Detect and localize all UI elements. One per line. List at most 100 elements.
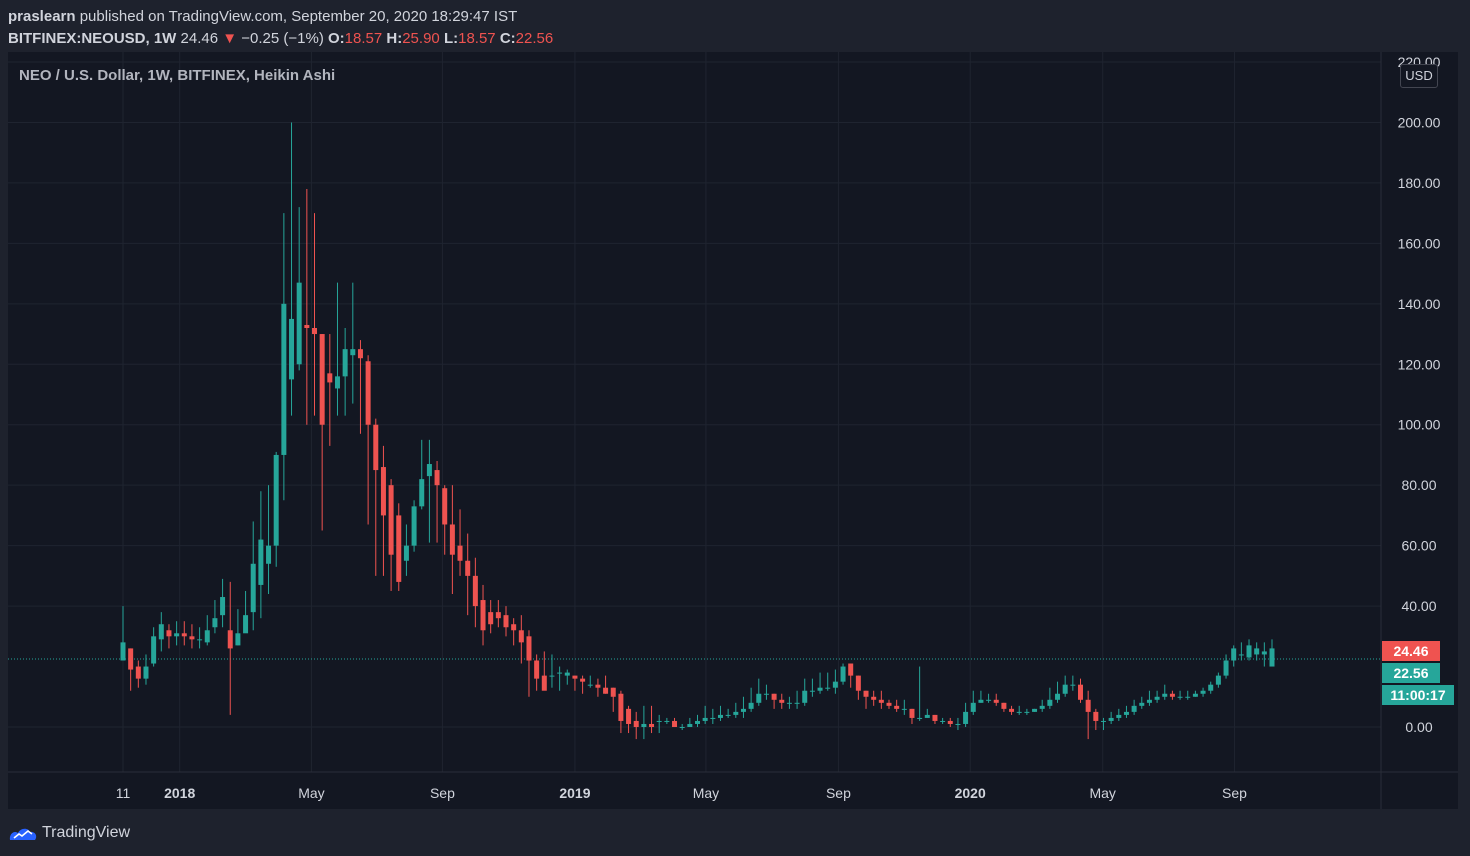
candle-body [610, 687, 616, 697]
candle-body [1261, 651, 1267, 655]
x-tick-label: 11 [116, 785, 131, 801]
candle-body [618, 693, 624, 721]
candle-body [963, 711, 969, 724]
candle-body [258, 539, 264, 585]
candle-body [243, 615, 249, 634]
candle-body [449, 524, 455, 555]
candle-body [1246, 645, 1252, 658]
candle-body [388, 485, 394, 555]
y-tick-label: 160.00 [1398, 235, 1441, 251]
candle-body [863, 690, 869, 697]
candle-body [166, 630, 172, 637]
candle-body [204, 630, 210, 643]
candle-body [442, 488, 448, 525]
candle-body [1016, 711, 1022, 713]
y-tick-label: 140.00 [1398, 296, 1441, 312]
candle-body [564, 672, 570, 676]
candle-body [993, 699, 999, 703]
close-label: C: [499, 30, 516, 47]
candle-body [143, 666, 149, 679]
candle-body [717, 714, 723, 718]
candle-body [572, 675, 578, 679]
candle-body [1254, 648, 1260, 655]
chart-header: praslearn published on TradingView.com, … [8, 6, 1458, 50]
price-chart[interactable]: 220.00200.00180.00160.00140.00120.00100.… [8, 52, 1458, 809]
candle-body [1208, 684, 1214, 691]
candle-body [802, 690, 808, 703]
x-tick-label: Sep [1222, 785, 1247, 801]
candle-body [1062, 684, 1068, 694]
candle-body [350, 349, 356, 356]
candle-body [158, 624, 164, 640]
candle-body [809, 690, 815, 692]
candle-body [1085, 699, 1091, 712]
y-tick-label: 80.00 [1401, 477, 1436, 493]
bar-countdown-tag: 11:00:17 [1382, 685, 1454, 705]
candle-body [878, 699, 884, 703]
candle-body [832, 681, 838, 688]
tradingview-logo-icon[interactable] [8, 824, 38, 842]
candle-body [250, 563, 256, 613]
tradingview-logo-text[interactable]: TradingView [42, 824, 131, 841]
candle-body [419, 479, 425, 507]
candle-body [1108, 717, 1114, 721]
candle-body [1215, 675, 1221, 685]
y-tick-label: 0.00 [1405, 719, 1432, 735]
x-tick-label: 2020 [955, 785, 986, 801]
footer: TradingView [8, 822, 130, 844]
x-tick-label: May [693, 785, 719, 801]
candle-body [848, 663, 854, 676]
candle-body [1116, 714, 1122, 718]
author-name[interactable]: praslearn [8, 8, 76, 25]
candle-body [1200, 690, 1206, 694]
candle-body [1169, 693, 1175, 697]
candle-body [587, 684, 593, 686]
candle-body [871, 696, 877, 700]
candle-body [1192, 693, 1198, 697]
candle-body [932, 714, 938, 721]
candle-body [901, 708, 907, 710]
candle-body [626, 708, 632, 724]
candle-body [1146, 699, 1152, 703]
candle-body [426, 464, 432, 477]
candle-body [886, 702, 892, 706]
candle-body [281, 303, 287, 455]
candle-body [633, 720, 639, 727]
candle-body [1032, 708, 1038, 712]
last-price-tag: 24.46 [1382, 641, 1440, 661]
candle-body [786, 702, 792, 704]
currency-badge[interactable]: USD [1400, 64, 1438, 88]
candle-body [411, 506, 417, 546]
y-tick-label: 200.00 [1398, 114, 1441, 130]
open-value: 18.57 [344, 30, 383, 47]
candle-body [1047, 699, 1053, 706]
candle-body [342, 349, 348, 377]
candle-body [649, 723, 655, 727]
candle-body [710, 717, 716, 719]
chart-panel[interactable]: 220.00 200.00 180.00 160.00 140.00 120.00 100.… [8, 52, 1458, 809]
candle-body [1123, 711, 1129, 715]
candle-body [503, 615, 509, 628]
candle-body [1100, 720, 1106, 722]
candle-body [1070, 684, 1076, 686]
x-tick-label: Sep [826, 785, 851, 801]
candle-body [488, 612, 494, 625]
ohlc-line: BITFINEX:NEOUSD, 1W 24.46 ▼ −0.25 (−1%) … [8, 28, 1458, 50]
candle-body [212, 618, 218, 628]
candle-body [135, 666, 141, 679]
candle-body [970, 702, 976, 712]
candle-body [894, 705, 900, 709]
published-text: published on TradingView.com, September … [79, 8, 518, 25]
candle-body [656, 720, 662, 722]
close-value: 22.56 [515, 30, 554, 47]
candle-body [595, 684, 601, 688]
candle-body [702, 717, 708, 721]
high-value: 25.90 [402, 30, 440, 47]
candle-body [664, 720, 670, 722]
y-tick-label: 40.00 [1401, 598, 1436, 614]
candle-body [695, 720, 700, 724]
candle-body [181, 633, 187, 637]
candle-body [197, 639, 203, 641]
candle-body [465, 560, 471, 576]
candle-body [296, 282, 302, 365]
